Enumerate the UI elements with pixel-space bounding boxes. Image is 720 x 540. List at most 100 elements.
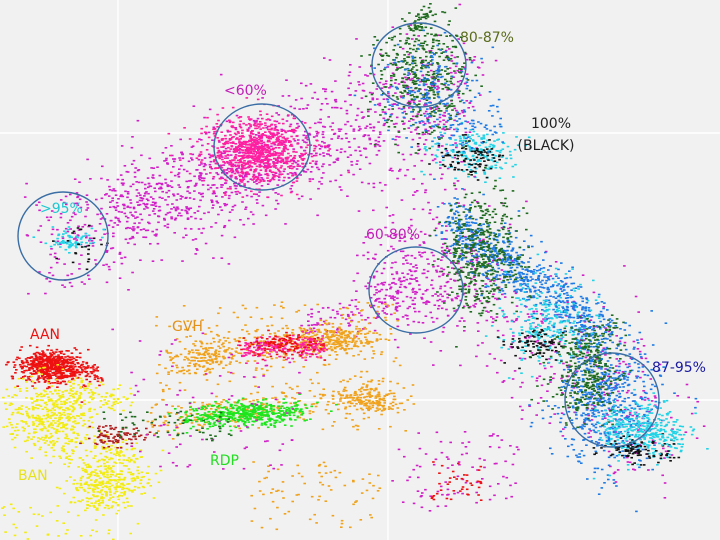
data-point [271,148,274,151]
data-point [200,161,203,163]
data-point [487,257,490,259]
data-point [418,16,421,19]
data-point [407,101,410,104]
data-point [453,267,456,270]
data-point [505,316,508,318]
data-point [313,323,316,326]
data-point [450,60,454,62]
data-point [224,150,228,152]
data-point [293,140,297,142]
data-point [433,158,437,160]
data-point [472,147,476,150]
data-point [291,157,295,160]
data-point [448,220,451,223]
data-point [572,304,576,306]
data-point [367,182,370,185]
data-point [256,117,260,120]
data-point [604,331,607,333]
data-point [592,332,596,334]
data-point [197,158,201,161]
data-point [411,138,415,141]
data-point [108,268,111,271]
data-point [416,143,420,145]
data-point [487,245,491,247]
data-point [328,148,332,150]
data-point [294,174,297,176]
data-point [480,294,483,297]
data-point [676,395,679,397]
data-point [197,155,201,157]
data-point [420,78,424,81]
data-point [444,70,447,72]
data-point [187,208,191,211]
data-point [513,290,516,293]
data-point [462,285,466,288]
data-point [124,238,128,241]
data-point [377,121,380,123]
data-point [241,196,245,198]
data-point [336,310,339,313]
data-point [304,152,308,154]
data-point [312,149,316,152]
data-point [279,135,282,138]
data-point [603,394,606,396]
data-point [425,65,428,68]
data-point [252,119,256,122]
data-point [153,187,156,189]
data-point [146,207,149,209]
data-point [423,77,427,80]
data-point [114,190,117,192]
data-point [487,235,491,238]
data-point [510,256,513,258]
data-point [240,136,244,138]
data-point [409,296,413,299]
data-point [195,169,198,171]
data-point [378,181,382,184]
data-point [136,201,139,203]
data-point [423,251,427,254]
data-point [425,99,429,101]
data-point [410,146,413,148]
data-point [418,244,422,246]
data-point [234,148,237,150]
data-point [441,128,444,130]
data-point [518,357,522,360]
data-point [266,196,269,198]
data-point [554,297,558,299]
data-point [256,152,260,154]
data-point [61,284,64,286]
data-point [609,382,613,385]
data-point [208,108,212,111]
data-point [427,201,430,204]
data-point [383,68,386,71]
data-point [169,154,172,157]
data-point [610,319,614,322]
data-point [236,170,239,173]
data-point [123,165,127,167]
data-point [431,125,434,127]
data-point [465,266,469,269]
data-point [289,160,293,162]
data-point [166,162,169,164]
data-point [236,159,240,162]
data-point [413,307,416,310]
data-point [260,136,264,138]
data-point [412,48,415,51]
data-point [266,180,270,182]
data-point [478,300,482,302]
data-point [466,79,470,81]
data-point [240,181,244,183]
data-point [243,143,246,145]
data-point [486,277,489,279]
data-point [213,130,216,133]
data-point [262,159,265,161]
data-point [209,155,213,157]
data-point [489,143,493,146]
data-point [525,212,529,215]
data-point [480,229,483,231]
data-point [255,125,259,127]
data-point [615,335,618,337]
data-point [440,231,444,233]
data-point [540,283,544,286]
data-point [306,104,310,106]
